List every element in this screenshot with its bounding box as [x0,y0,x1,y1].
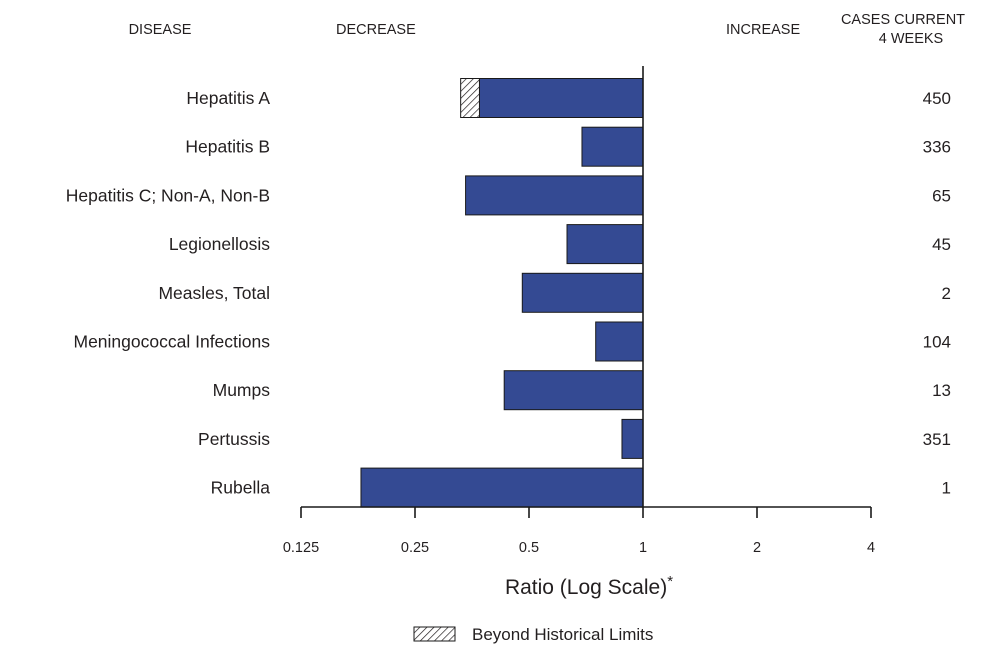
bar [595,321,644,362]
case-counts-group: 450 336 65 45 2 104 13 351 1 [923,89,951,498]
case-count: 450 [923,89,951,108]
bar [503,370,644,411]
legend-label: Beyond Historical Limits [472,625,653,644]
x-tick-label: 1 [639,540,647,556]
bars-group [360,78,644,508]
case-count: 336 [923,138,951,157]
case-count: 65 [932,186,951,205]
legend-swatch [413,626,456,642]
case-count: 13 [932,381,951,400]
bar [621,418,644,459]
bar [521,272,644,313]
disease-label: Hepatitis A [186,88,270,108]
case-count: 104 [923,333,951,352]
x-axis-title-text: Ratio (Log Scale) [505,576,667,599]
disease-label: Rubella [211,478,271,498]
x-tick-label: 0.5 [519,540,539,556]
bar [478,78,644,118]
disease-labels-group: Hepatitis A Hepatitis B Hepatitis C; Non-A… [66,88,271,498]
disease-label: Legionellosis [169,234,270,254]
bar [566,224,644,265]
case-count: 1 [942,479,951,498]
header-increase: INCREASE [726,22,800,38]
x-tick-label: 4 [867,540,875,556]
bar [465,175,644,216]
disease-label: Hepatitis B [185,137,270,157]
case-count: 351 [923,430,951,449]
header-decrease: DECREASE [336,22,416,38]
bar [360,467,644,508]
x-tick-label: 0.125 [283,540,319,556]
disease-label: Pertussis [198,429,270,449]
x-axis-title: Ratio (Log Scale)* [505,573,673,599]
disease-label: Meningococcal Infections [74,332,271,352]
case-count: 45 [932,235,951,254]
disease-label: Mumps [213,380,271,400]
x-tick-label: 2 [753,540,761,556]
header-cases-line1: CASES CURRENT [841,12,965,28]
disease-label: Measles, Total [158,283,270,303]
case-count: 2 [942,284,951,303]
header-cases-line2: 4 WEEKS [879,31,943,47]
bar-beyond-limits [460,78,480,118]
header-disease: DISEASE [129,22,192,38]
x-axis-title-note: * [667,573,673,590]
disease-label: Hepatitis C; Non-A, Non-B [66,185,270,205]
x-axis: 0.125 0.25 0.5 1 2 4 [283,66,875,556]
bar [581,126,644,167]
x-tick-label: 0.25 [401,540,429,556]
